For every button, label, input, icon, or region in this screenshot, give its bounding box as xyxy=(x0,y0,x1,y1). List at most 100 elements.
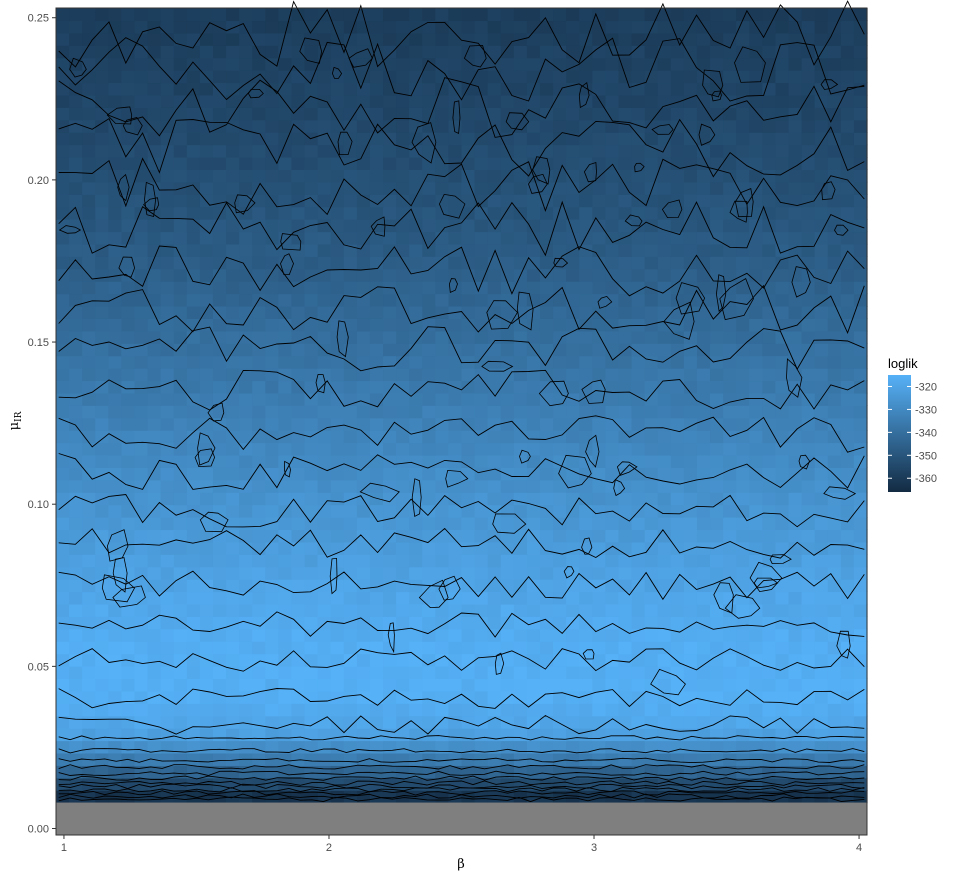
heatmap-cell xyxy=(553,666,567,680)
heatmap-cell xyxy=(121,355,136,369)
heatmap-cell xyxy=(304,728,319,742)
heatmap-cell xyxy=(683,454,698,468)
heatmap-cell xyxy=(173,628,188,642)
heatmap-cell xyxy=(252,144,266,158)
heatmap-cell xyxy=(82,554,96,568)
heatmap-cell xyxy=(278,777,293,791)
heatmap-cell xyxy=(539,653,554,667)
heatmap-cell xyxy=(631,243,646,257)
heatmap-cell xyxy=(56,467,70,481)
heatmap-cell xyxy=(317,119,332,133)
heatmap-cell xyxy=(513,765,528,779)
heatmap-cell xyxy=(749,8,763,22)
heatmap-cell xyxy=(670,467,685,481)
heatmap-cell xyxy=(566,752,580,766)
heatmap-cell xyxy=(539,728,554,742)
heatmap-cell xyxy=(108,628,122,642)
heatmap-cell xyxy=(121,566,136,580)
heatmap-cell xyxy=(121,45,136,59)
heatmap-cell xyxy=(500,666,515,680)
heatmap-cell xyxy=(487,690,502,704)
heatmap-cell xyxy=(487,368,502,382)
heatmap-cell xyxy=(435,467,450,481)
heatmap-cell xyxy=(291,628,306,642)
heatmap-cell xyxy=(749,479,763,493)
heatmap-cell xyxy=(736,728,750,742)
heatmap-cell xyxy=(343,368,358,382)
contour-island xyxy=(581,379,606,404)
heatmap-cell xyxy=(396,703,410,717)
heatmap-cell xyxy=(487,479,502,493)
heatmap-cell xyxy=(683,628,698,642)
heatmap-cell xyxy=(618,330,633,344)
heatmap-cell xyxy=(82,169,96,183)
heatmap-cell xyxy=(147,467,162,481)
heatmap-cell xyxy=(265,566,279,580)
heatmap-cell xyxy=(605,256,620,270)
heatmap-cell xyxy=(356,740,371,754)
heatmap-cell xyxy=(592,641,606,655)
heatmap-cell xyxy=(186,430,201,444)
heatmap-cell xyxy=(173,467,188,481)
heatmap-cell xyxy=(56,392,70,406)
heatmap-cell xyxy=(369,305,384,319)
heatmap-cell xyxy=(134,94,149,108)
heatmap-cell xyxy=(853,8,868,22)
y-axis: 0.000.050.100.150.200.25 xyxy=(28,13,56,836)
heatmap-cell xyxy=(592,504,606,518)
heatmap-cell xyxy=(631,541,646,555)
heatmap-cell xyxy=(749,566,763,580)
heatmap-cell xyxy=(252,169,266,183)
heatmap-cell xyxy=(644,243,659,257)
heatmap-cell xyxy=(657,392,672,406)
heatmap-cell xyxy=(605,20,620,34)
heatmap-cell xyxy=(173,541,188,555)
heatmap-cell xyxy=(592,752,606,766)
heatmap-cell xyxy=(723,20,737,34)
heatmap-cell xyxy=(435,678,450,692)
heatmap-cell xyxy=(278,119,293,133)
heatmap-cell xyxy=(108,8,122,22)
heatmap-cell xyxy=(513,355,528,369)
heatmap-cell xyxy=(356,479,371,493)
heatmap-cell xyxy=(134,628,149,642)
heatmap-cell xyxy=(448,641,463,655)
heatmap-cell xyxy=(383,591,397,605)
heatmap-cell xyxy=(317,504,332,518)
heatmap-cell xyxy=(160,492,175,506)
heatmap-cell xyxy=(592,579,606,593)
heatmap-cell xyxy=(199,94,214,108)
heatmap-cell xyxy=(252,579,266,593)
heatmap-cell xyxy=(723,107,737,121)
heatmap-cell xyxy=(304,678,319,692)
heatmap-cell xyxy=(827,467,842,481)
heatmap-cell xyxy=(814,467,829,481)
heatmap-cell xyxy=(683,467,698,481)
heatmap-cell xyxy=(513,368,528,382)
heatmap-cell xyxy=(618,156,633,170)
heatmap-cell xyxy=(631,256,646,270)
heatmap-cell xyxy=(710,20,724,34)
heatmap-cell xyxy=(317,541,332,555)
heatmap-cell xyxy=(487,752,502,766)
heatmap-cell xyxy=(121,94,136,108)
heatmap-cell xyxy=(657,430,672,444)
x-tick-label: 2 xyxy=(326,842,332,854)
contour-island xyxy=(616,461,638,476)
heatmap-cell xyxy=(618,20,633,34)
heatmap-cell xyxy=(422,243,436,257)
heatmap-cell xyxy=(487,8,502,22)
heatmap-cell xyxy=(736,603,750,617)
x-axis-title: β xyxy=(457,857,465,872)
heatmap-cell xyxy=(186,119,201,133)
heatmap-cell xyxy=(356,32,371,46)
heatmap-cell xyxy=(500,628,515,642)
heatmap-cell xyxy=(788,479,803,493)
heatmap-cell xyxy=(199,318,214,332)
heatmap-cell xyxy=(736,417,750,431)
heatmap-cell xyxy=(853,45,868,59)
heatmap-cell xyxy=(82,243,96,257)
heatmap-cell xyxy=(173,169,188,183)
heatmap-cell xyxy=(827,591,842,605)
contour-island xyxy=(734,188,754,218)
